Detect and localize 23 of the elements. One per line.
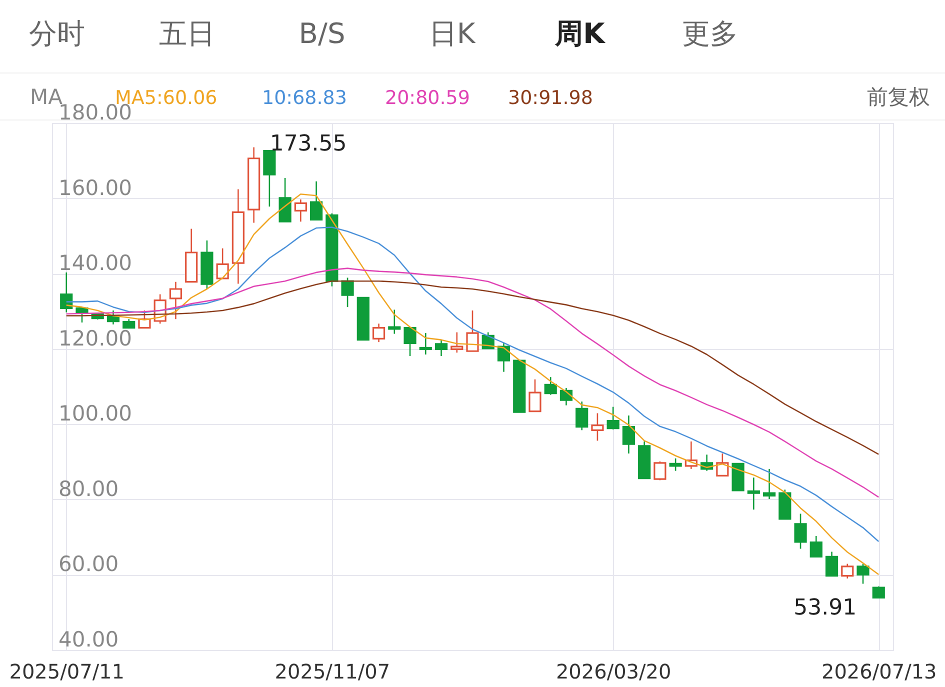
y-tick-label: 100.00 [58,402,132,426]
text: 更多 [682,17,738,50]
annotation: 173.55 [270,131,347,156]
y-tick-label: 140.00 [58,251,132,276]
x-tick-label: 2025/11/07 [274,660,390,684]
text: 前复权 [867,85,930,109]
text: 分时 [29,17,85,50]
x-tick-label: 2025/07/11 [9,660,125,684]
text: 五日 [159,17,215,50]
text: 20:80.59 [385,87,470,109]
annotation: 53.91 [794,596,857,621]
text: 10:68.83 [262,87,347,109]
y-tick-label: 80.00 [58,476,119,501]
x-tick-label: 2026/03/20 [556,660,672,684]
y-tick-label: 120.00 [58,326,132,350]
y-tick-label: 40.00 [58,628,119,652]
text: 日K [428,17,476,50]
text: 周K [554,17,606,50]
y-tick-label: 160.00 [58,176,132,200]
text: 30:91.98 [508,87,593,109]
text: B/S [298,17,346,50]
y-tick-label: 60.00 [58,552,119,576]
x-tick-label: 2026/07/13 [821,660,937,684]
